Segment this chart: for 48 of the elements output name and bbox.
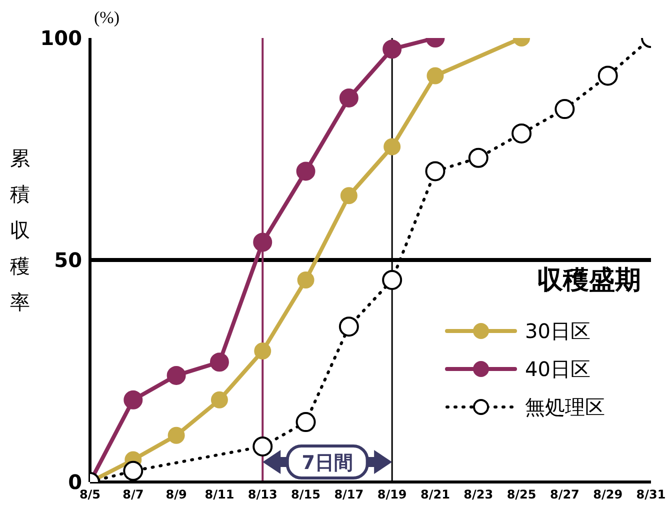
annotation: 7日間 [302, 452, 353, 474]
point [425, 161, 446, 182]
x-tick-label: 8/23 [464, 488, 494, 502]
x-tick-label: 8/25 [506, 488, 536, 502]
point [554, 99, 575, 120]
point [168, 426, 185, 444]
point [253, 232, 272, 252]
point [296, 412, 316, 432]
x-tick-label: 8/11 [204, 488, 234, 502]
point [340, 187, 358, 204]
point [468, 148, 488, 168]
point [598, 66, 618, 86]
x-tick-label: 8/21 [420, 488, 450, 502]
x-tick-label: 8/5 [79, 488, 101, 502]
point [166, 366, 186, 385]
point [338, 316, 359, 337]
text: (%) [94, 8, 120, 28]
point [512, 123, 532, 144]
x-tick-label: 8/27 [550, 488, 580, 502]
point [210, 352, 229, 372]
point [339, 88, 358, 108]
x-tick-label: 8/7 [122, 488, 144, 502]
point [210, 391, 228, 408]
y-axis-title: 累積収穫率 [9, 145, 31, 316]
point [296, 162, 316, 181]
point [254, 342, 272, 360]
x-tick-label: 8/13 [248, 488, 278, 502]
x-tick-label: 8/9 [166, 488, 187, 502]
ref-line-label: 収穫盛期 [537, 265, 641, 296]
point [124, 390, 143, 410]
point [382, 40, 402, 59]
x-tick-label: 8/17 [334, 488, 364, 502]
point [123, 460, 144, 481]
x-tick-label: 8/15 [291, 488, 320, 502]
point [382, 270, 402, 290]
point [384, 138, 401, 156]
point [297, 271, 314, 288]
x-tick-label: 8/31 [636, 488, 666, 502]
x-tick-label: 8/29 [593, 488, 623, 502]
legend-label: 40日区 [525, 356, 590, 382]
point [252, 436, 273, 456]
y-tick-label: 0 [68, 470, 82, 494]
x-tick-label: 8/19 [377, 488, 407, 502]
y-tick-label: 100 [40, 26, 82, 50]
point [426, 67, 444, 84]
legend-label: 30日区 [525, 318, 590, 344]
legend-label: 無処理区 [525, 394, 605, 420]
y-tick-label: 50 [54, 248, 82, 272]
